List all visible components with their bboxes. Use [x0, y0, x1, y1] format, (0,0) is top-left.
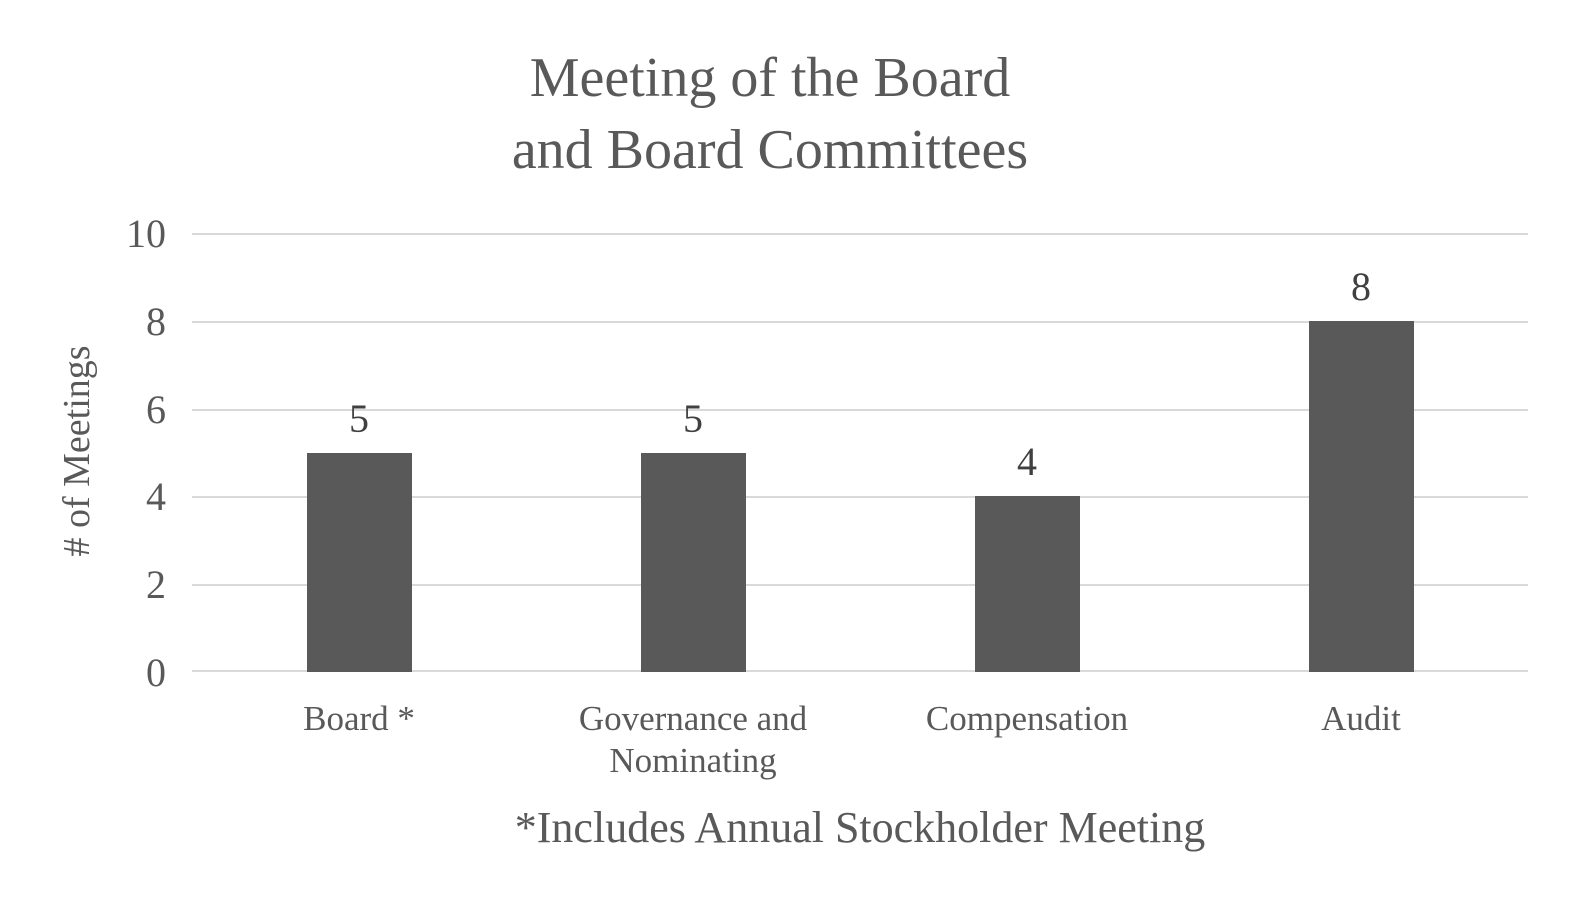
data-label-governance-and-nominating: 5	[683, 395, 703, 441]
x-tick-label-audit: Audit	[1321, 699, 1401, 738]
chart-title-line-2: and Board Committees	[511, 119, 1029, 181]
gridline-2	[192, 584, 1528, 587]
chart-title: Meeting of the Board and Board Committee…	[0, 42, 1540, 186]
x-tick-label-compensation: Compensation	[925, 699, 1129, 738]
gridline-10	[192, 233, 1528, 235]
y-tick-label-10: 10	[126, 211, 166, 256]
plot-area: 5 5 4 8	[192, 233, 1528, 672]
bar-compensation	[974, 496, 1080, 672]
bar-audit	[1308, 320, 1414, 672]
gridline-4	[192, 496, 1528, 499]
gridline-8	[192, 320, 1528, 323]
chart-title-line-1: Meeting of the Board	[529, 47, 1011, 109]
gridline-0	[192, 670, 1528, 672]
y-tick-label-6: 6	[146, 386, 166, 432]
y-tick-label-8: 8	[146, 298, 166, 344]
y-tick-label-2: 2	[146, 562, 166, 608]
y-tick-label-4: 4	[146, 474, 166, 520]
chart-footnote: *Includes Annual Stockholder Meeting	[514, 803, 1206, 852]
data-label-compensation: 4	[1017, 439, 1037, 485]
data-label-board: 5	[349, 395, 369, 441]
y-axis-title-text: # of Meetings	[56, 345, 98, 557]
y-tick-label-0: 0	[146, 650, 166, 695]
x-tick-label-board: Board *	[303, 699, 415, 738]
x-tick-label-governance-and-nominating: Governance and Nominating	[578, 699, 808, 780]
gridline-6	[192, 408, 1528, 411]
bar-governance-and-nominating	[640, 452, 746, 672]
bar-board	[306, 452, 412, 672]
data-label-audit: 8	[1351, 263, 1371, 309]
